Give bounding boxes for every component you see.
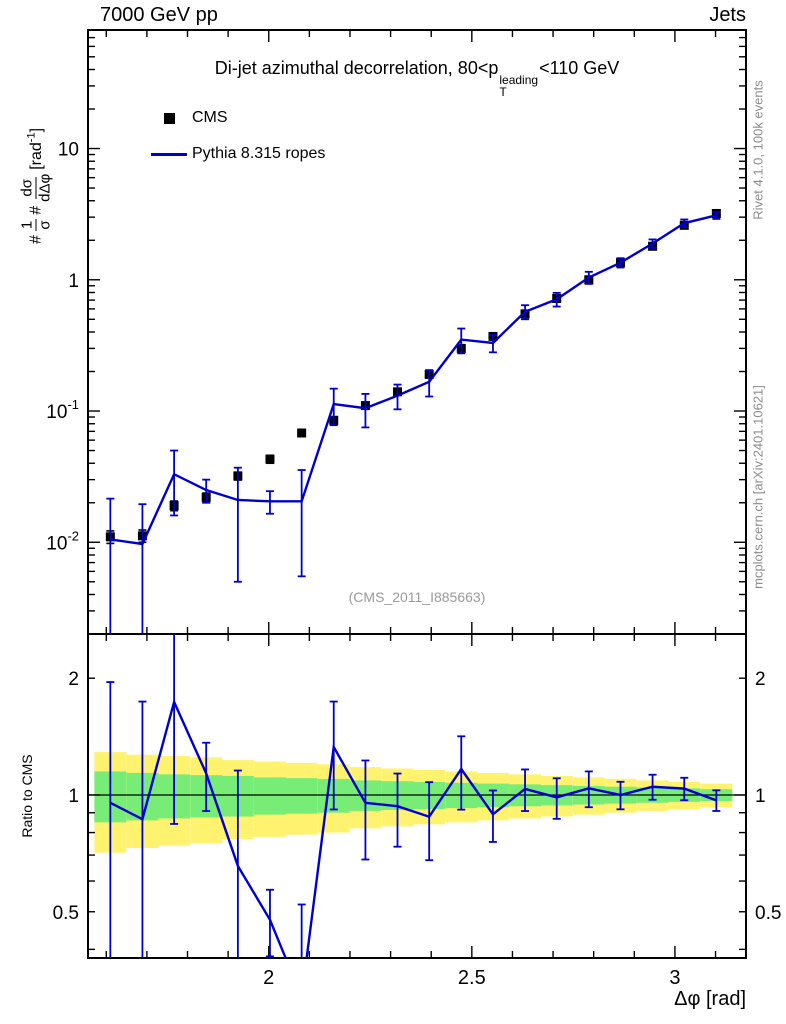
ratio-line: [109, 698, 717, 958]
ratio-series: [106, 634, 721, 958]
ratio-y-tick-label-right: 2: [755, 669, 766, 690]
rivet-version-note: Rivet 4.1.0, 100k events: [750, 80, 766, 220]
cms-data-point: [265, 454, 275, 464]
ratio-y-tick-label: 2: [68, 669, 79, 690]
ylabel-hash2: #: [27, 205, 44, 215]
x-tick-label: 2: [263, 967, 274, 989]
axis-ticks: [88, 29, 746, 958]
x-axis-label: Δφ [rad]: [674, 988, 746, 1010]
main-y-tick-label: 10-2: [46, 528, 79, 554]
pt-superscript: leading: [499, 72, 539, 87]
ratio-band-green: [254, 777, 286, 815]
pt-sup-sub-stack: leading T: [499, 74, 538, 98]
x-tick-label: 3: [669, 967, 680, 989]
ratio-y-tick-label: 0.5: [53, 903, 79, 924]
plot-title: Di-jet azimuthal decorrelation, 80<p lead…: [88, 58, 746, 98]
legend-label-cms: CMS: [192, 109, 228, 126]
main-y-tick-label: 10: [58, 140, 79, 161]
ratio-uncertainty-bands: [94, 752, 733, 853]
ratio-y-tick-label-right: 1: [755, 786, 766, 807]
cms-data-point: [297, 428, 307, 438]
legend-label-pythia: Pythia 8.315 ropes: [192, 145, 326, 162]
pt-subscript: T: [499, 84, 507, 99]
ylabel-frac-dsigma-dphi: dσ dΔφ: [18, 173, 54, 202]
ylabel-unit: [rad-1]: [25, 127, 46, 170]
legend-item-cms: CMS: [146, 100, 325, 136]
x-tick-label: 2.5: [458, 967, 486, 989]
analysis-group-label: Jets: [709, 4, 746, 26]
legend-item-pythia: Pythia 8.315 ropes: [146, 136, 325, 172]
legend: CMS Pythia 8.315 ropes: [146, 100, 325, 172]
pythia-prediction-line: [110, 214, 717, 546]
ratio-y-tick-label: 1: [68, 786, 79, 807]
cms-square-marker-icon: [163, 112, 175, 124]
axis-tick-labels: 10 1 10-1 10-2 2 2 1 1 0.5 0.5 2 2.5 3: [46, 140, 781, 989]
plot-title-pre: Di-jet azimuthal decorrelation, 80<p: [214, 58, 499, 78]
pythia-line-marker-icon: [151, 152, 187, 156]
plot-title-post: <110 GeV: [539, 58, 620, 78]
ratio-y-axis-label: Ratio to CMS: [19, 754, 35, 838]
beam-energy-label: 7000 GeV pp: [100, 4, 218, 26]
main-y-tick-label: 10-1: [46, 397, 79, 423]
ratio-y-tick-label-right: 0.5: [755, 903, 781, 924]
ylabel-frac-1-over-sigma: 1 σ: [18, 218, 54, 232]
mcplots-attribution-note: mcplots.cern.ch [arXiv:2401.10621]: [750, 385, 766, 589]
ylabel-hash1: #: [27, 235, 44, 245]
panel-frame: [87, 633, 747, 959]
analysis-id-watermark: (CMS_2011_I885663): [348, 589, 486, 605]
main-y-tick-label: 1: [68, 271, 79, 292]
main-series: [105, 208, 721, 634]
y-axis-label: # 1 σ # dσ dΔφ [rad-1]: [18, 127, 54, 245]
ratio-band-green: [285, 778, 318, 814]
